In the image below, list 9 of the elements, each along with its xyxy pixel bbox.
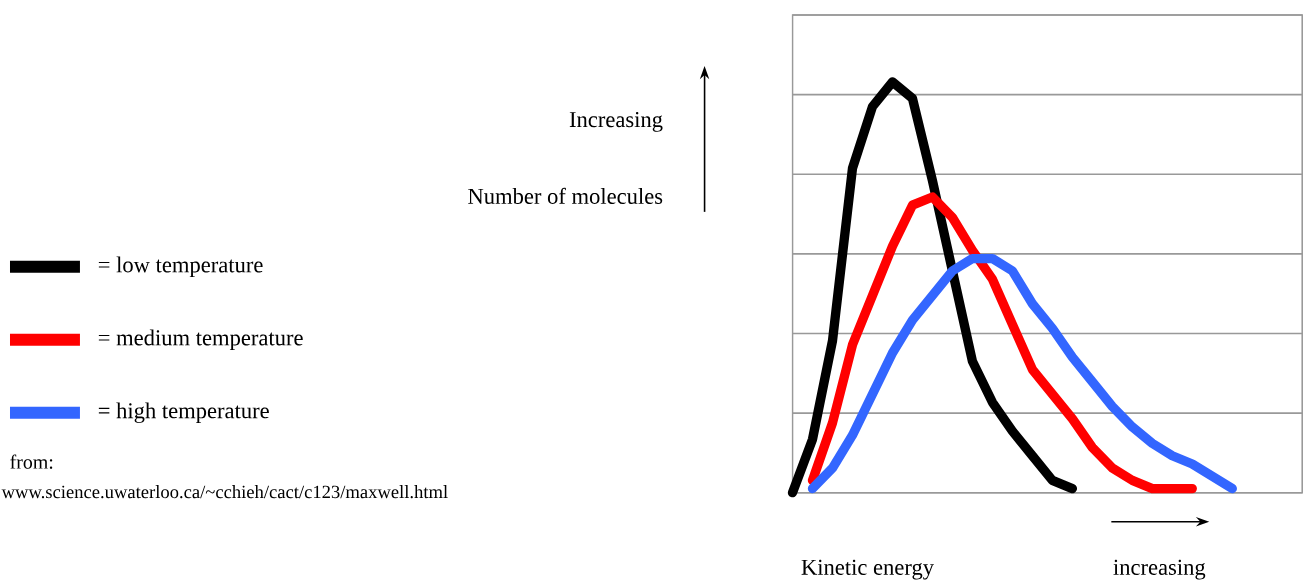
legend-label: = low temperature (98, 256, 263, 278)
text: Number of molecules (468, 187, 663, 204)
text: Increasing (569, 111, 663, 132)
legend-label: = medium temperature (98, 329, 303, 350)
text: from: (10, 454, 53, 469)
legend-label: = high temperature (98, 402, 269, 423)
text: www.science.uwaterloo.ca/~cchieh/cact/c123/maxwell.html (1, 485, 448, 499)
text: Kinetic energy (801, 559, 934, 580)
text: increasing (1113, 559, 1206, 580)
